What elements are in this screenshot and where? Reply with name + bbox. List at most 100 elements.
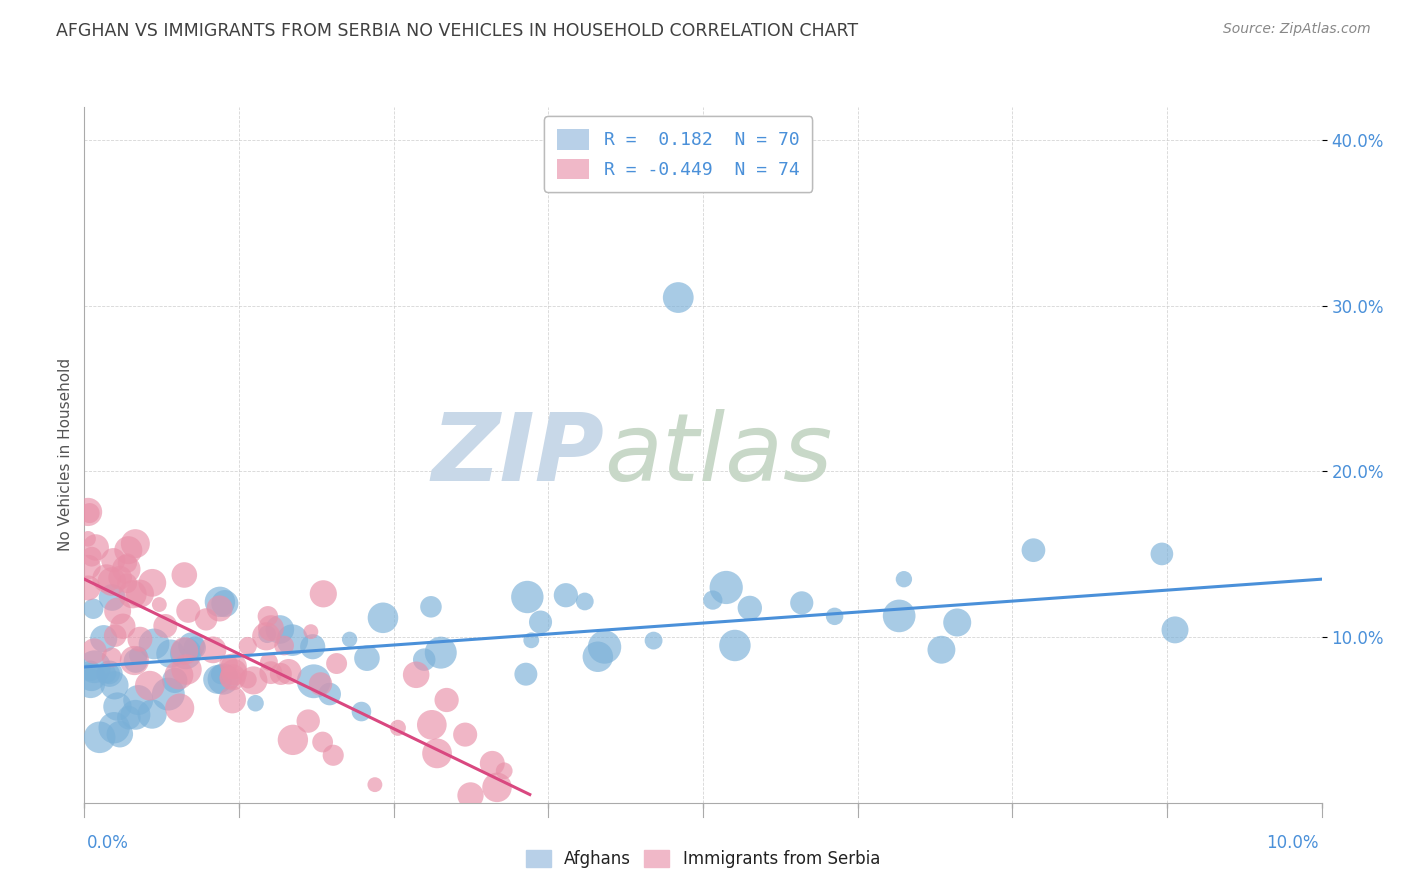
Point xyxy=(108,727,131,741)
Point xyxy=(83,644,105,658)
Point xyxy=(115,576,138,591)
Point xyxy=(429,646,451,660)
Point xyxy=(260,665,283,680)
Point xyxy=(1022,543,1045,558)
Point xyxy=(724,639,747,653)
Point xyxy=(219,671,242,685)
Point xyxy=(413,652,436,666)
Point xyxy=(405,667,427,681)
Point xyxy=(127,693,149,707)
Text: AFGHAN VS IMMIGRANTS FROM SERBIA NO VEHICLES IN HOUSEHOLD CORRELATION CHART: AFGHAN VS IMMIGRANTS FROM SERBIA NO VEHI… xyxy=(56,22,859,40)
Point xyxy=(436,693,458,707)
Point xyxy=(96,571,118,585)
Text: Source: ZipAtlas.com: Source: ZipAtlas.com xyxy=(1223,22,1371,37)
Point xyxy=(83,659,105,673)
Point xyxy=(111,619,134,633)
Point xyxy=(281,633,304,648)
Point xyxy=(297,714,319,728)
Point xyxy=(100,650,122,665)
Point xyxy=(485,780,508,795)
Point xyxy=(195,612,218,626)
Point xyxy=(117,543,139,558)
Point xyxy=(325,657,347,671)
Point xyxy=(208,595,231,609)
Point xyxy=(426,747,449,761)
Point xyxy=(554,588,576,602)
Point xyxy=(157,687,180,701)
Point xyxy=(269,623,291,637)
Point xyxy=(184,640,207,655)
Point xyxy=(89,731,111,745)
Point xyxy=(124,653,146,667)
Point xyxy=(931,642,953,657)
Point xyxy=(260,621,283,635)
Point xyxy=(159,647,181,661)
Point xyxy=(107,604,129,618)
Legend: R =  0.182  N = 70, R = -0.449  N = 74: R = 0.182 N = 70, R = -0.449 N = 74 xyxy=(544,116,813,192)
Point xyxy=(104,629,127,643)
Point xyxy=(281,732,304,747)
Point xyxy=(311,735,333,749)
Point xyxy=(77,505,100,519)
Text: 10.0%: 10.0% xyxy=(1267,834,1319,852)
Point xyxy=(177,604,200,618)
Point xyxy=(221,692,243,706)
Point xyxy=(98,666,121,681)
Point xyxy=(139,679,162,693)
Point xyxy=(273,639,295,653)
Point xyxy=(103,678,125,692)
Point xyxy=(201,643,224,657)
Point xyxy=(141,707,163,722)
Point xyxy=(299,624,322,639)
Point xyxy=(222,670,245,684)
Point xyxy=(79,676,101,690)
Point xyxy=(520,633,543,648)
Point xyxy=(214,597,236,611)
Point xyxy=(103,553,125,567)
Point xyxy=(593,640,616,654)
Point xyxy=(254,629,277,643)
Point xyxy=(824,609,846,624)
Point xyxy=(643,633,665,648)
Point xyxy=(350,705,373,719)
Point xyxy=(339,632,361,647)
Point xyxy=(155,619,177,633)
Point xyxy=(893,572,915,586)
Point xyxy=(108,571,131,585)
Point xyxy=(586,649,609,664)
Point xyxy=(82,601,104,615)
Point xyxy=(257,609,280,624)
Point xyxy=(141,575,163,590)
Point xyxy=(77,560,100,574)
Point xyxy=(460,789,482,803)
Point xyxy=(515,667,537,681)
Point xyxy=(129,587,152,601)
Point xyxy=(209,667,232,681)
Point xyxy=(574,594,596,608)
Point xyxy=(180,639,202,653)
Point xyxy=(93,632,115,646)
Point xyxy=(212,672,235,686)
Point xyxy=(494,764,516,778)
Point xyxy=(270,667,292,681)
Point xyxy=(84,541,107,555)
Point xyxy=(1164,623,1187,637)
Point xyxy=(129,632,152,647)
Point xyxy=(79,664,101,678)
Point xyxy=(420,599,443,614)
Point xyxy=(236,639,259,653)
Point xyxy=(245,696,267,710)
Point xyxy=(98,666,121,681)
Point xyxy=(312,587,335,601)
Point xyxy=(257,655,280,669)
Point xyxy=(77,532,100,546)
Point xyxy=(107,699,129,714)
Point xyxy=(222,659,245,673)
Point xyxy=(124,707,146,722)
Point xyxy=(529,615,551,629)
Point xyxy=(101,574,124,589)
Point xyxy=(301,640,323,654)
Point xyxy=(173,644,195,658)
Point xyxy=(420,718,443,732)
Point xyxy=(207,673,229,687)
